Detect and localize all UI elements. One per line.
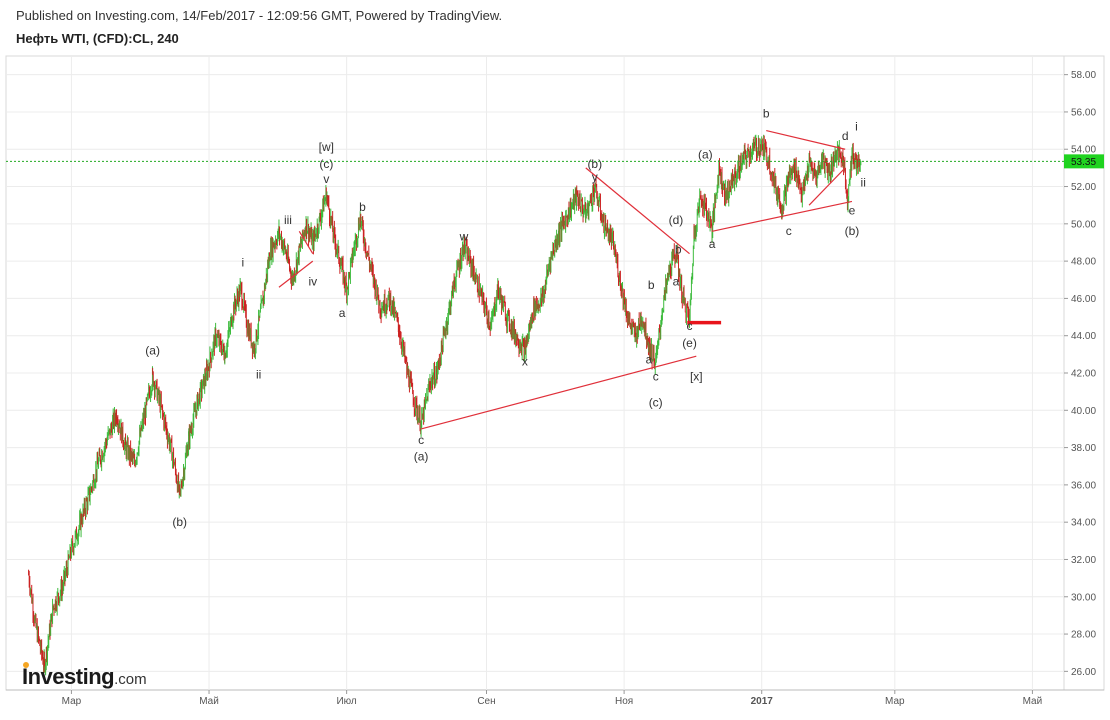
y-tick-label: 40.00 [1071,406,1096,417]
trendline [766,130,846,150]
x-tick-label: Мар [62,696,82,707]
wave-label: a [339,306,346,320]
x-tick-label: Июл [336,696,356,707]
y-tick-label: 36.00 [1071,480,1096,491]
logo-swoosh-icon [23,662,29,668]
x-tick-label: Мар [885,696,905,707]
y-tick-label: 30.00 [1071,592,1096,603]
wave-label: ii [256,368,261,382]
y-tick-label: 42.00 [1071,369,1096,380]
wave-label: (e) [682,336,697,350]
y-tick-label: 34.00 [1071,518,1096,529]
wave-label: (a) [145,343,160,357]
wave-label: b [359,200,366,214]
y-tick-label: 52.00 [1071,182,1096,193]
wave-label: x [522,355,528,369]
wave-label: b [648,278,655,292]
current-price-badge [1064,154,1104,169]
current-price: 53.35 [6,154,1104,169]
y-tick-label: 46.00 [1071,294,1096,305]
wave-label: (b) [172,515,187,529]
trendline [808,167,846,206]
y-axis-ticks: 26.00 28.00 30.00 32.00 34.00 36.00 38.00 40.00… [1064,70,1096,678]
wave-label: i [855,120,858,134]
x-tick-label: Сен [477,696,495,707]
wave-label: ii [861,176,866,190]
trendline [298,230,314,254]
investing-logo: Investing.com [22,662,147,690]
wave-label: a [709,237,716,251]
trendline [420,355,697,430]
wave-label: iv [308,274,317,288]
y-tick-label: 28.00 [1071,630,1096,641]
y-tick-label: 56.00 [1071,107,1096,118]
wave-label: c [786,224,792,238]
x-tick-label: 2017 [751,696,774,707]
wave-label: c [418,433,424,447]
wave-label: (b) [587,157,602,171]
trendline [278,260,314,288]
symbol-title: Нефть WTI, (CFD):CL, 240 [16,31,179,46]
x-axis-ticks: Мар Май Июл Сен Ноя 2017 Мар Май [62,690,1043,707]
x-tick-label: Ноя [615,696,633,707]
wave-label: y [592,170,598,184]
wave-label: (b) [845,224,860,238]
wave-label: (c) [319,157,333,171]
wave-labels: (a)(b)iiiiiiivv(c)[w]abc(a)wx(b)yabc(c)(… [145,107,866,529]
wave-label: d [842,129,849,143]
wave-label: w [459,230,469,244]
trendlines [278,130,853,430]
x-tick-label: Май [1023,696,1043,707]
grid-lines [6,56,1064,690]
wave-label: iii [284,213,292,227]
wave-label: v [323,172,329,186]
wave-label: b [763,107,770,121]
y-tick-label: 38.00 [1071,443,1096,454]
wave-label: [w] [319,140,334,154]
wave-label: (c) [649,396,663,410]
candles [28,134,862,676]
y-tick-label: 54.00 [1071,145,1096,156]
y-tick-label: 50.00 [1071,219,1096,230]
y-tick-label: 44.00 [1071,331,1096,342]
published-caption: Published on Investing.com, 14/Feb/2017 … [16,8,503,23]
trendline [711,200,853,232]
y-tick-label: 32.00 [1071,555,1096,566]
wave-label: e [849,204,856,218]
y-tick-label: 48.00 [1071,257,1096,268]
wave-label: (a) [414,450,429,464]
wave-label: c [687,319,693,333]
wave-label: a [673,274,680,288]
wave-label: c [653,369,659,383]
y-tick-label: 26.00 [1071,667,1096,678]
y-tick-label: 58.00 [1071,70,1096,81]
logo-text: Investing [22,664,115,689]
wave-label: i [242,256,245,270]
trendline [585,167,690,255]
wave-label: (d) [669,213,684,227]
wave-label: a [646,353,653,367]
wave-label: (a) [698,148,713,162]
wave-label: [x] [690,369,703,383]
current-price-label: 53.35 [1071,157,1096,168]
logo-suffix: .com [114,671,147,688]
x-tick-label: Май [199,696,219,707]
wave-label: b [675,243,682,257]
